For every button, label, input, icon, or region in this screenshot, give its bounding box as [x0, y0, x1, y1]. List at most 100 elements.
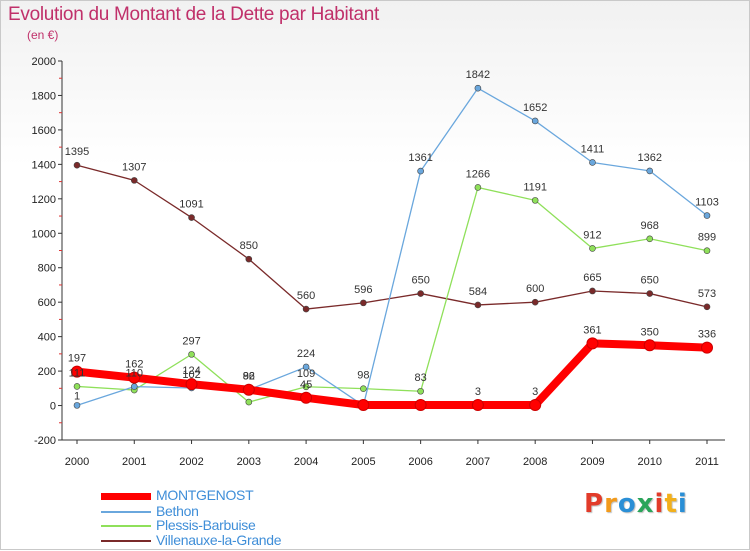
- data-label: 361: [583, 324, 601, 336]
- legend-label-plessis-barbuise: Plessis-Barbuise: [156, 517, 256, 533]
- data-point: [474, 84, 482, 92]
- data-label: 665: [583, 272, 601, 284]
- y-tick-label: 800: [38, 263, 56, 275]
- data-point: [185, 378, 198, 391]
- data-point: [474, 301, 482, 309]
- x-tick-label: 2006: [408, 456, 432, 468]
- data-label: 912: [583, 229, 601, 241]
- data-point: [417, 290, 424, 297]
- data-point: [531, 298, 539, 306]
- data-point: [414, 399, 427, 412]
- legend-swatch-montgenost: [101, 493, 151, 500]
- x-tick-label: 2009: [580, 456, 604, 468]
- data-point: [529, 399, 542, 412]
- data-label: 3: [532, 386, 538, 398]
- data-point: [589, 245, 596, 252]
- data-point: [646, 167, 654, 175]
- data-label: 350: [641, 326, 659, 338]
- data-label: 1652: [523, 102, 547, 114]
- data-point: [589, 159, 596, 166]
- legend-swatch-plessis-barbuise: [101, 525, 151, 527]
- data-point: [360, 385, 367, 392]
- logo-letter: x: [636, 489, 655, 519]
- logo-letter: i: [677, 489, 688, 519]
- data-point: [646, 235, 654, 243]
- data-point: [703, 247, 711, 254]
- y-tick-label: 2000: [32, 56, 56, 68]
- data-label: 1103: [695, 197, 719, 209]
- data-label: 162: [125, 359, 143, 371]
- y-tick-label: 1600: [32, 125, 56, 137]
- x-tick-label: 2005: [351, 456, 375, 468]
- data-point: [242, 383, 255, 396]
- data-label: 1091: [179, 199, 203, 211]
- data-point: [474, 184, 482, 191]
- data-label: 650: [411, 275, 429, 287]
- data-label: 968: [641, 220, 659, 232]
- data-point: [589, 287, 596, 295]
- series-line-plessis-barbuise: [76, 186, 708, 403]
- logo-letter: r: [604, 489, 618, 519]
- data-label: 1411: [581, 143, 605, 155]
- legend-label-villenauxe-la-grande: Villenauxe-la-Grande: [156, 532, 282, 548]
- data-label: 899: [698, 232, 716, 244]
- data-label: 1361: [408, 152, 432, 164]
- y-tick-label: 1000: [32, 228, 56, 240]
- data-label: 1191: [523, 181, 547, 193]
- data-point: [73, 161, 81, 169]
- legend-label-bethon: Bethon: [156, 503, 199, 519]
- x-tick-label: 2011: [695, 456, 719, 468]
- legend-label-montgenost: MONTGENOST: [156, 487, 254, 503]
- data-point: [300, 391, 313, 404]
- data-point: [417, 167, 424, 175]
- data-label: 3: [475, 386, 481, 398]
- data-point: [646, 290, 654, 297]
- data-point: [586, 337, 599, 350]
- chart-unit: (en €): [27, 28, 59, 42]
- data-label: 1395: [65, 146, 89, 158]
- y-tick-label: 1200: [32, 194, 56, 206]
- data-point: [360, 299, 367, 307]
- x-tick-label: 2008: [523, 456, 547, 468]
- x-tick-label: 2004: [294, 456, 318, 468]
- series-line-montgenost: [73, 339, 711, 410]
- data-point: [130, 177, 138, 184]
- data-label: 650: [641, 275, 659, 287]
- data-label: 850: [240, 240, 258, 252]
- data-label: 110: [125, 368, 143, 380]
- data-label: 102: [182, 369, 200, 381]
- data-label: 1: [74, 390, 80, 402]
- data-point: [701, 341, 713, 354]
- data-point: [188, 214, 195, 221]
- x-tick-label: 2010: [637, 456, 661, 468]
- data-label: 573: [698, 288, 716, 300]
- data-label: 92: [243, 371, 255, 383]
- y-tick-label: 0: [50, 401, 56, 413]
- data-label: 98: [357, 370, 369, 382]
- data-point: [245, 255, 253, 263]
- x-tick-label: 2003: [237, 456, 261, 468]
- logo-letter: t: [664, 489, 678, 519]
- y-tick-label: 400: [38, 332, 56, 344]
- y-tick-label: -200: [34, 435, 56, 447]
- chart-title: Evolution du Montant de la Dette par Hab…: [8, 4, 379, 25]
- data-label: 83: [415, 372, 427, 384]
- x-tick-label: 2007: [466, 456, 490, 468]
- y-tick-label: 600: [38, 297, 56, 309]
- y-tick-label: 1400: [32, 159, 56, 171]
- data-point: [71, 365, 83, 378]
- data-point: [302, 305, 310, 313]
- data-point: [302, 363, 310, 371]
- data-point: [531, 117, 539, 125]
- data-label: 1362: [637, 152, 661, 164]
- series-line-bethon: [76, 87, 708, 407]
- data-label: 297: [182, 335, 200, 347]
- series-line-villenauxe-la-grande: [76, 164, 708, 310]
- proxiti-logo: Proxiti: [584, 489, 688, 519]
- data-point: [73, 383, 81, 390]
- data-point: [128, 371, 141, 384]
- data-label: 109: [297, 368, 315, 380]
- data-point: [245, 398, 253, 406]
- data-label: 600: [526, 283, 544, 295]
